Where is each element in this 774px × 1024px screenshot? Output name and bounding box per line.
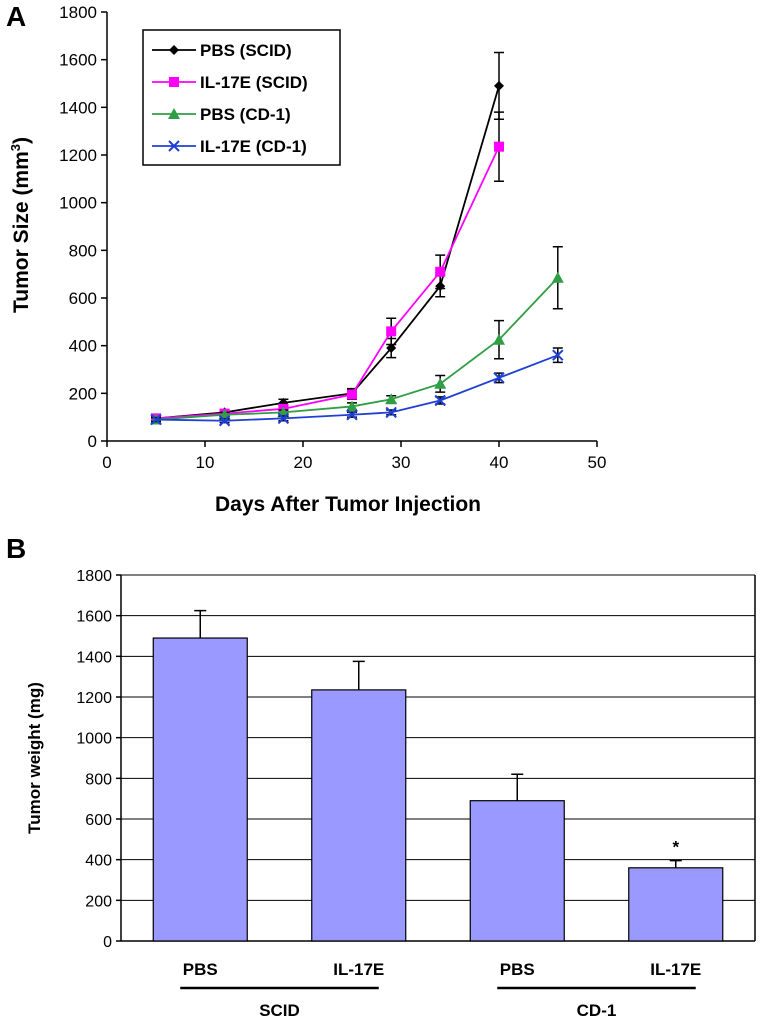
panel-b-category-label: PBS bbox=[500, 960, 535, 979]
panel-a-series-3 bbox=[150, 347, 564, 427]
panel-a-data-point bbox=[494, 80, 504, 91]
panel-a-x-tick-label: 40 bbox=[490, 453, 509, 472]
panel-a-y-tick-label: 1600 bbox=[59, 51, 97, 70]
panel-a-x-tick-label: 20 bbox=[294, 453, 313, 472]
panel-a-line-chart: A 0 200 400 600 800 1000 1200 1400 1600 1800 0 10 2… bbox=[6, 1, 606, 516]
panel-a-legend-marker bbox=[169, 45, 179, 55]
panel-b-y-tick-label: 1000 bbox=[76, 731, 112, 748]
panel-a-series-line bbox=[155, 277, 559, 421]
panel-a-data-point bbox=[218, 415, 231, 427]
panel-a-y-tick-label: 400 bbox=[69, 337, 97, 356]
panel-b-bar bbox=[311, 689, 407, 942]
panel-a-y-tick-label: 1200 bbox=[59, 146, 97, 165]
panel-b-y-tick-label: 200 bbox=[85, 893, 112, 910]
panel-b-category-label: IL-17E bbox=[333, 960, 384, 979]
panel-a-legend: PBS (SCID) IL-17E (SCID) PBS (CD-1) IL-17E … bbox=[142, 29, 341, 166]
panel-b-significance-marker: * bbox=[672, 838, 679, 857]
panel-b-y-ticks: 0 200 400 600 800 1000 1200 1400 1600 1800 bbox=[76, 568, 121, 951]
panel-a-legend-label: IL-17E (CD-1) bbox=[200, 137, 307, 156]
panel-b-bar bbox=[152, 637, 248, 942]
panel-a-data-point bbox=[493, 333, 505, 345]
panel-a-data-point bbox=[347, 389, 357, 400]
panel-a-label: A bbox=[6, 1, 26, 32]
panel-a-data-point bbox=[435, 266, 446, 277]
panel-a-data-point bbox=[277, 412, 290, 425]
panel-b-category-label: PBS bbox=[183, 960, 218, 979]
panel-b-group-label: CD-1 bbox=[577, 1001, 617, 1020]
panel-a-data-point bbox=[434, 394, 446, 407]
panel-a-legend-label: PBS (CD-1) bbox=[200, 105, 291, 124]
panel-a-y-axis-title-close: ) bbox=[10, 137, 33, 144]
panel-b-y-tick-label: 400 bbox=[85, 853, 112, 870]
panel-b-y-tick-label: 1800 bbox=[76, 568, 112, 585]
panel-a-series-line bbox=[155, 354, 559, 422]
panel-a-data-point bbox=[551, 271, 564, 283]
panel-a-y-ticks: 0 200 400 600 800 1000 1200 1400 1600 1800 bbox=[59, 3, 107, 451]
panel-a-y-tick-label: 1000 bbox=[59, 194, 97, 213]
panel-a-data-point bbox=[386, 343, 397, 354]
panel-b-y-axis-title: Tumor weight (mg) bbox=[25, 682, 44, 834]
panel-a-y-tick-label: 1400 bbox=[59, 98, 97, 117]
panel-a-x-axis-title: Days After Tumor Injection bbox=[215, 493, 481, 516]
panel-a-data-point bbox=[150, 413, 162, 426]
panel-a-y-axis-title-main: Tumor Size (mm bbox=[10, 151, 33, 313]
panel-a-data-point bbox=[346, 409, 358, 421]
panel-a-data-point bbox=[385, 406, 397, 419]
panel-b-category-label: IL-17E bbox=[650, 960, 701, 979]
panel-a-data-point bbox=[552, 349, 564, 361]
panel-a-y-axis-title-superscript: 3 bbox=[8, 144, 23, 151]
panel-a-legend-marker bbox=[168, 140, 180, 152]
panel-b-error-bar bbox=[352, 660, 365, 690]
panel-b-error-bar bbox=[511, 773, 524, 801]
panel-b-y-tick-label: 800 bbox=[85, 771, 112, 788]
panel-b-bar bbox=[628, 867, 724, 942]
panel-b-bar bbox=[469, 800, 565, 942]
panel-b-group-label: SCID bbox=[259, 1001, 300, 1020]
panel-b-y-tick-label: 600 bbox=[85, 812, 112, 829]
panel-a-x-tick-label: 10 bbox=[196, 453, 215, 472]
panel-a-legend-label: IL-17E (SCID) bbox=[200, 73, 308, 92]
panel-b-bar-chart: B 0 200 400 600 800 1000 1200 1400 1600 1800 Tumo… bbox=[6, 533, 756, 1020]
panel-a-x-tick-label: 50 bbox=[588, 453, 607, 472]
panel-b-group-labels: SCID CD-1 bbox=[180, 986, 696, 1020]
panel-a-data-point bbox=[434, 377, 447, 389]
panel-b-bars: * bbox=[152, 609, 724, 942]
panel-b-y-tick-label: 1600 bbox=[76, 609, 112, 626]
panel-a-legend-label: PBS (SCID) bbox=[200, 41, 292, 60]
panel-b-label: B bbox=[6, 533, 26, 564]
panel-b-y-tick-label: 0 bbox=[103, 934, 112, 951]
panel-a-y-tick-label: 0 bbox=[88, 432, 97, 451]
panel-a-data-point bbox=[385, 393, 398, 405]
panel-b-category-labels: PBS IL-17E PBS IL-17E bbox=[183, 960, 702, 979]
panel-a-legend-marker bbox=[169, 77, 179, 87]
panel-a-data-point bbox=[494, 141, 504, 152]
panel-a-y-tick-label: 200 bbox=[69, 384, 97, 403]
panel-a-y-axis-title: Tumor Size (mm3) bbox=[8, 137, 33, 313]
panel-b-y-tick-label: 1200 bbox=[76, 690, 112, 707]
panel-a-data-point bbox=[346, 400, 358, 412]
panel-a-y-tick-label: 1800 bbox=[59, 3, 97, 22]
panel-a-y-tick-label: 600 bbox=[69, 289, 97, 308]
panel-a-data-point bbox=[386, 326, 397, 337]
panel-b-y-tick-label: 1400 bbox=[76, 649, 112, 666]
panel-b-error-bar bbox=[194, 609, 207, 639]
panel-a-data-point bbox=[493, 372, 505, 384]
panel-a-y-tick-label: 800 bbox=[69, 241, 97, 260]
panel-b-error-bar bbox=[669, 859, 682, 868]
panel-a-x-tick-label: 0 bbox=[102, 453, 111, 472]
panel-a-x-tick-label: 30 bbox=[392, 453, 411, 472]
panel-a-x-ticks: 0 10 20 30 40 50 bbox=[102, 441, 606, 472]
panel-a-legend-marker bbox=[168, 108, 180, 119]
panel-a-series bbox=[150, 51, 564, 427]
